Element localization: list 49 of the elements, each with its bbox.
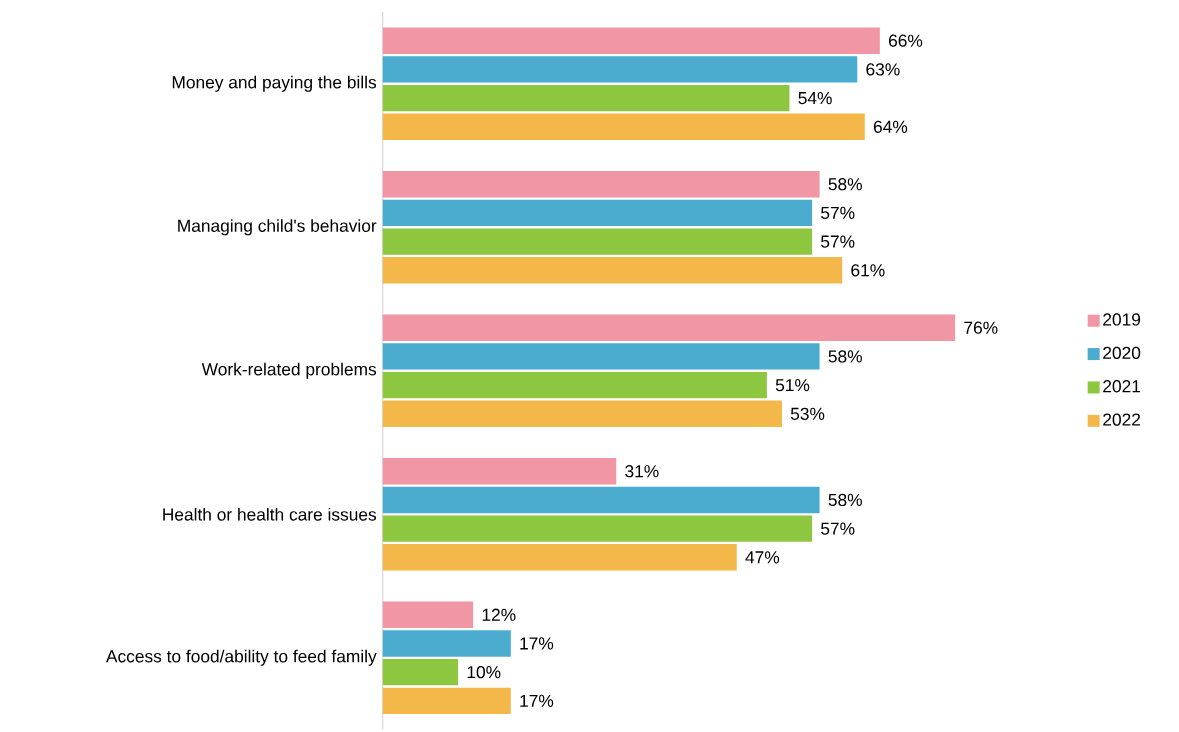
legend-label: 2021 <box>1103 380 1141 393</box>
data-label: 76% <box>964 321 998 334</box>
legend-label: 2020 <box>1103 346 1141 359</box>
data-label: 57% <box>821 235 855 248</box>
y-tick-label: Managing child's behavior <box>178 219 377 236</box>
bar <box>382 515 813 542</box>
data-label: 57% <box>821 522 855 535</box>
data-label: 63% <box>866 63 900 76</box>
bar <box>382 257 843 284</box>
data-label: 58% <box>828 493 862 506</box>
bar <box>382 314 956 341</box>
y-tick-label: Work-related problems <box>201 362 377 379</box>
data-label: 12% <box>482 608 516 621</box>
data-label: 61% <box>851 264 885 277</box>
bar <box>382 630 511 657</box>
bar <box>382 687 511 714</box>
bar <box>382 27 880 54</box>
data-label: 66% <box>889 34 923 47</box>
bar <box>382 601 474 628</box>
bar <box>382 457 617 485</box>
bar <box>382 84 790 112</box>
data-label: 10% <box>467 665 501 679</box>
data-label: 64% <box>873 120 908 133</box>
bar <box>382 544 737 571</box>
bar <box>382 56 858 83</box>
data-label: 58% <box>828 177 862 191</box>
legend-label: 2022 <box>1103 413 1141 426</box>
y-tick-label: Money and paying the bills <box>172 75 377 92</box>
data-label: 53% <box>790 407 825 420</box>
data-label: 57% <box>821 206 855 219</box>
bar <box>382 486 820 514</box>
data-label: 47% <box>745 551 780 564</box>
bar <box>382 343 820 370</box>
data-label: 51% <box>775 378 810 392</box>
y-tick-label: Access to food/ability to feed family <box>105 649 377 666</box>
data-label: 58% <box>828 350 862 363</box>
bar <box>382 170 820 198</box>
bar <box>382 228 813 255</box>
data-label: 17% <box>520 694 554 707</box>
bar <box>382 371 767 399</box>
bar <box>382 199 813 227</box>
legend-label: 2019 <box>1103 313 1141 326</box>
data-label: 17% <box>520 637 554 650</box>
bar <box>382 658 459 686</box>
y-tick-label: Health or health care issues <box>163 507 377 521</box>
data-label: 31% <box>625 464 659 478</box>
bar <box>382 400 782 427</box>
data-label: 54% <box>798 91 832 105</box>
bar <box>382 113 865 140</box>
